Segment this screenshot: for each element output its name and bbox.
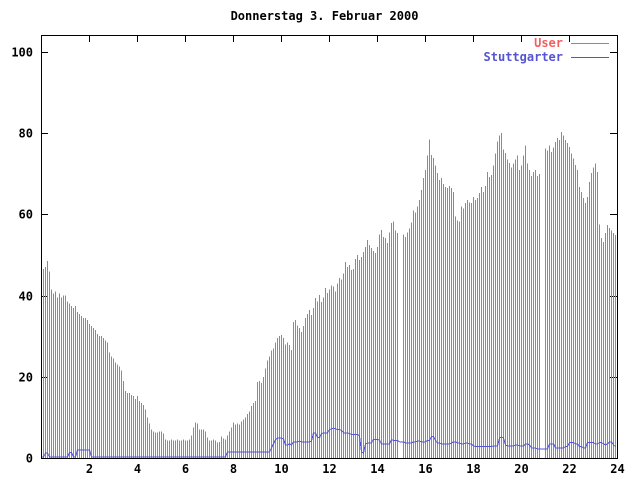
legend-label-user: User [534,36,563,50]
series-user-bars [41,132,616,458]
y-tick-label: 60 [19,208,33,222]
x-tick-label: 24 [610,462,624,476]
x-tick-label: 8 [230,462,237,476]
y-tick-label: 100 [11,46,33,60]
y-tick-label: 0 [26,452,33,466]
x-tick-label: 10 [274,462,288,476]
x-tick-label: 2 [86,462,93,476]
x-tick-label: 22 [562,462,576,476]
x-tick-label: 16 [418,462,432,476]
x-tick-label: 18 [466,462,480,476]
legend-item-stuttgarter: Stuttgarter [484,50,609,64]
legend-item-user: User [484,36,609,50]
series-stuttgarter-line [41,427,616,458]
plot-frame [41,35,618,459]
chart-title: Donnerstag 3. Februar 2000 [230,9,419,23]
x-tick-label: 20 [514,462,528,476]
x-tick-label: 6 [182,462,189,476]
legend-line-user-icon [571,42,609,44]
y-tick-label: 20 [19,371,33,385]
legend-line-stuttgarter-icon [571,56,609,58]
x-tick-label: 4 [134,462,141,476]
x-tick-label: 14 [370,462,384,476]
y-tick-label: 80 [19,127,33,141]
x-tick-label: 12 [322,462,336,476]
legend-label-stuttgarter: Stuttgarter [483,50,563,64]
y-tick-label: 40 [19,290,33,304]
legend: User Stuttgarter [484,36,609,64]
